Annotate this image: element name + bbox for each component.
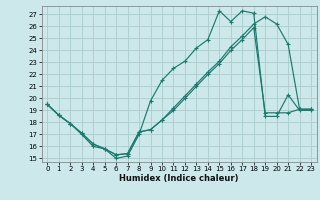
- X-axis label: Humidex (Indice chaleur): Humidex (Indice chaleur): [119, 174, 239, 183]
